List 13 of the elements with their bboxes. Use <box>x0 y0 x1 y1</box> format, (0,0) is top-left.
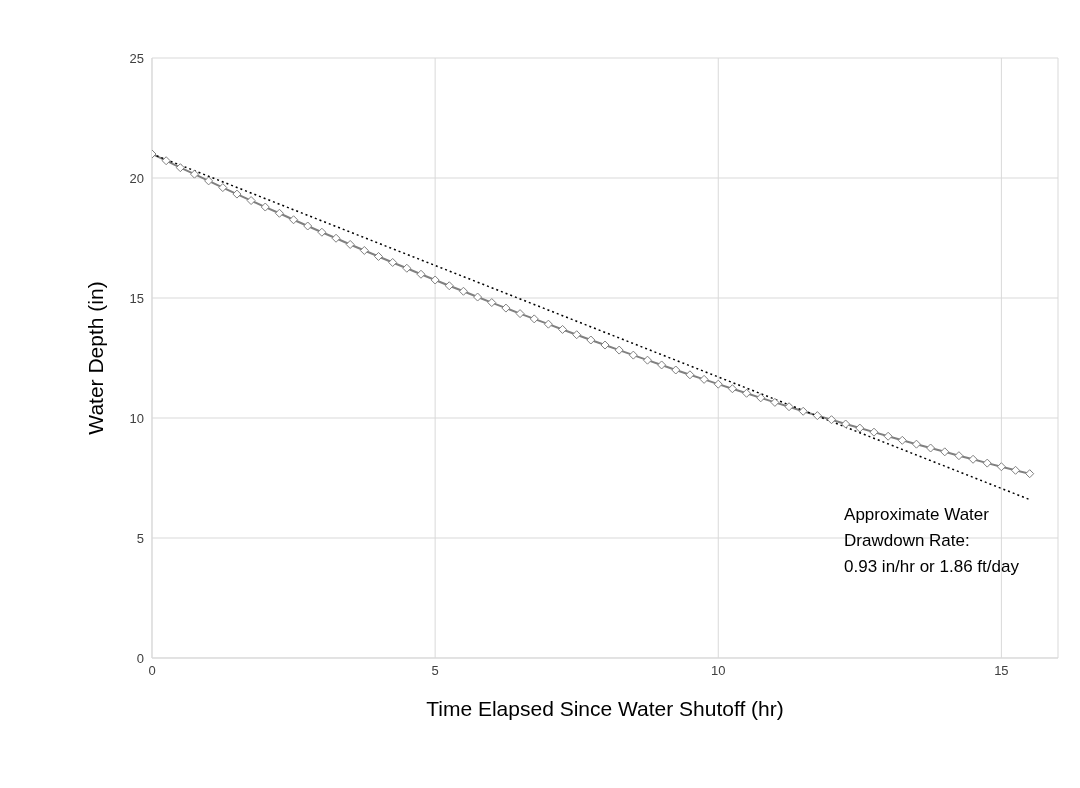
y-axis-title: Water Depth (in) <box>84 281 108 435</box>
x-tick-label: 0 <box>148 663 156 679</box>
annotation: Approximate Water Drawdown Rate: 0.93 in/hr or 1.86 ft/day <box>844 503 1019 578</box>
y-tick-label: 25 <box>129 50 144 66</box>
x-axis-title: Time Elapsed Since Water Shutoff (hr) <box>426 697 784 720</box>
x-tick-label: 15 <box>994 663 1009 679</box>
y-tick-label: 15 <box>129 290 144 306</box>
y-tick-label: 5 <box>136 530 144 546</box>
y-tick-label: 10 <box>129 410 144 426</box>
y-tick-label: 20 <box>129 170 144 186</box>
x-tick-label: 10 <box>711 663 726 679</box>
y-tick-label: 0 <box>136 650 144 666</box>
x-tick-label: 5 <box>431 663 439 679</box>
